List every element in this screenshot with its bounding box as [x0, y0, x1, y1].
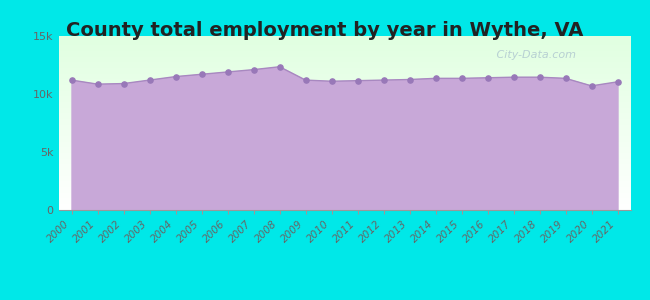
Point	[196, 72, 207, 77]
Point	[534, 75, 545, 80]
Text: County total employment by year in Wythe, VA: County total employment by year in Wythe…	[66, 21, 584, 40]
Point	[66, 78, 77, 82]
Point	[144, 78, 155, 82]
Point	[222, 70, 233, 74]
Point	[612, 80, 623, 84]
Point	[378, 78, 389, 82]
Point	[274, 64, 285, 69]
Point	[482, 75, 493, 80]
Point	[170, 74, 181, 79]
Point	[352, 78, 363, 83]
Point	[430, 76, 441, 81]
Point	[456, 76, 467, 81]
Point	[560, 76, 571, 81]
Point	[92, 82, 103, 86]
Point	[248, 67, 259, 72]
Text: City-Data.com: City-Data.com	[493, 50, 576, 60]
Point	[300, 78, 311, 82]
Point	[118, 81, 129, 86]
Point	[586, 83, 597, 88]
Point	[326, 79, 337, 84]
Point	[508, 75, 519, 80]
Point	[404, 77, 415, 82]
